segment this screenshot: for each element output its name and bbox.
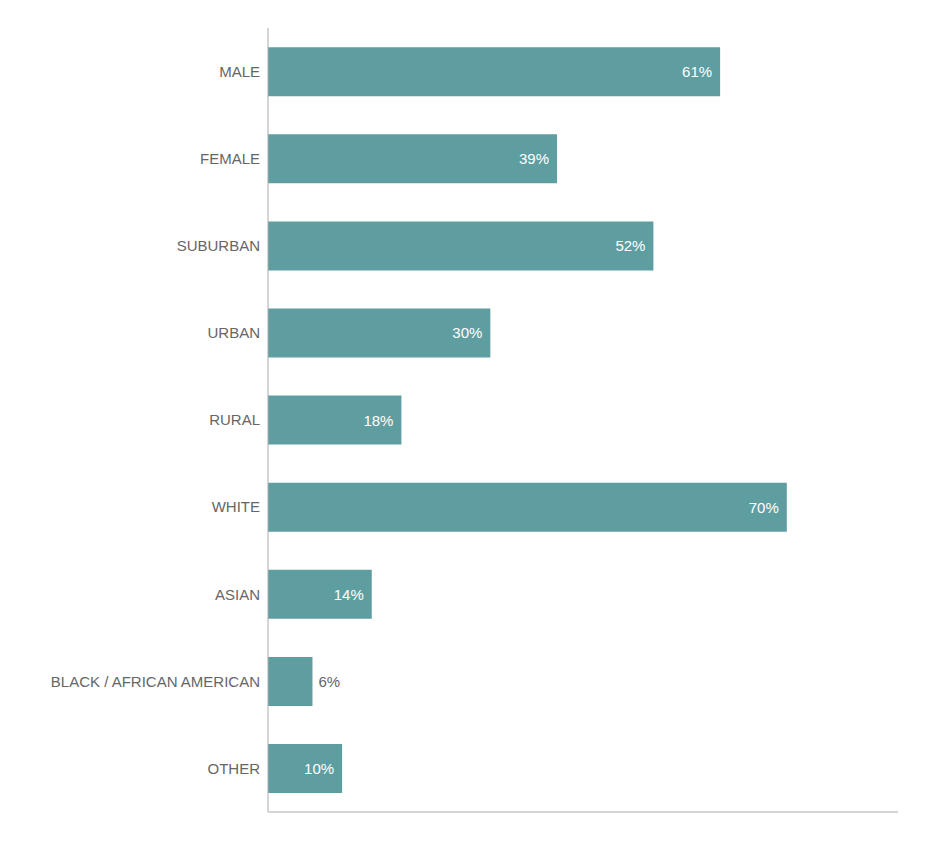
- svg-text:18%: 18%: [363, 412, 393, 429]
- svg-text:WHITE: WHITE: [212, 498, 260, 515]
- svg-text:RURAL: RURAL: [209, 411, 260, 428]
- svg-text:6%: 6%: [318, 673, 340, 690]
- svg-text:30%: 30%: [452, 324, 482, 341]
- svg-text:61%: 61%: [682, 63, 712, 80]
- svg-text:52%: 52%: [615, 237, 645, 254]
- svg-text:ASIAN: ASIAN: [215, 586, 260, 603]
- svg-text:39%: 39%: [519, 150, 549, 167]
- svg-text:BLACK / AFRICAN AMERICAN: BLACK / AFRICAN AMERICAN: [51, 673, 260, 690]
- svg-text:OTHER: OTHER: [208, 760, 261, 777]
- svg-text:70%: 70%: [749, 499, 779, 516]
- svg-text:MALE: MALE: [219, 63, 260, 80]
- svg-text:14%: 14%: [334, 586, 364, 603]
- svg-text:URBAN: URBAN: [207, 324, 260, 341]
- svg-text:SUBURBAN: SUBURBAN: [177, 237, 260, 254]
- svg-text:10%: 10%: [304, 760, 334, 777]
- svg-text:FEMALE: FEMALE: [200, 150, 260, 167]
